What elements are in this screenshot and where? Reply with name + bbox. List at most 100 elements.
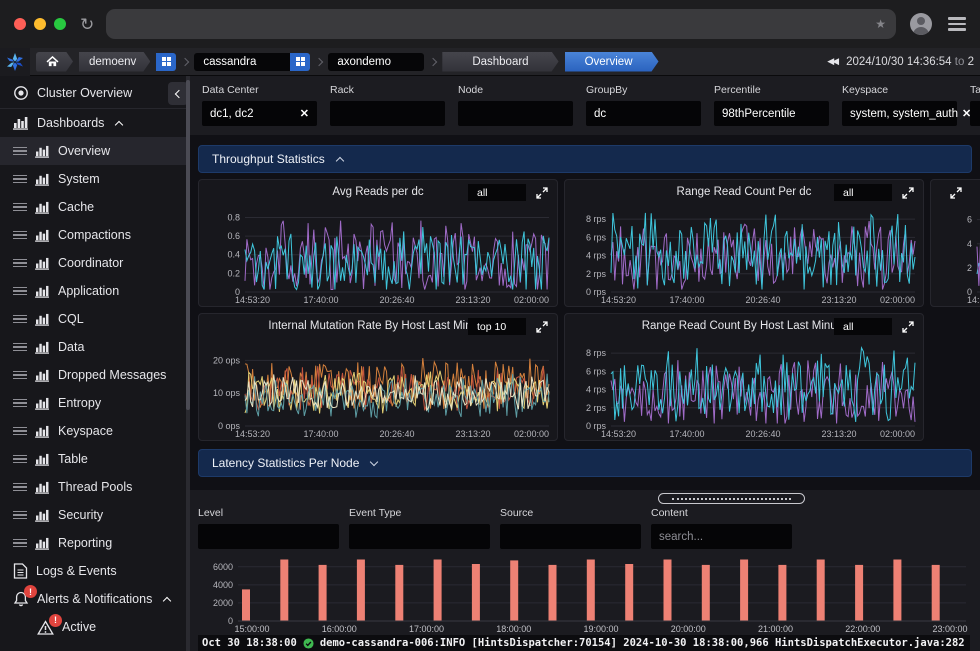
drag-handle-icon[interactable] [13,314,27,324]
sidebar-item-label: Reporting [58,536,113,550]
sidebar-item-application[interactable]: Application [0,277,190,305]
drag-handle-icon[interactable] [13,286,27,296]
sidebar-item-reporting[interactable]: Reporting [0,529,190,557]
series-filter-dropdown[interactable]: all [468,184,526,201]
sidebar-item-label: Coordinator [58,256,124,270]
browser-menu-icon[interactable] [948,17,966,31]
section-throughput[interactable]: Throughput Statistics [198,145,972,173]
chevron-up-icon [335,156,344,165]
close-window-button[interactable] [14,18,26,30]
sidebar-item-keyspace[interactable]: Keyspace [0,417,190,445]
throughput-section-title: Throughput Statistics [212,152,325,166]
sidebar-item-system[interactable]: System [0,165,190,193]
filter-input[interactable] [970,101,980,126]
drag-handle-icon[interactable] [13,202,27,212]
drag-handle-icon[interactable] [13,454,27,464]
sidebar-item-cache[interactable]: Cache [0,193,190,221]
cluster-type-grid-button[interactable] [290,52,311,71]
expand-icon[interactable] [950,186,962,199]
profile-avatar[interactable] [910,13,932,35]
dashboards-label: Dashboards [37,116,105,130]
drag-handle-icon[interactable] [13,258,27,268]
sidebar-item-security[interactable]: Security [0,501,190,529]
svg-text:6 rps: 6 rps [586,232,607,242]
drag-handle-icon[interactable] [13,510,27,520]
event-type-input[interactable] [349,524,490,549]
svg-text:20:00:00: 20:00:00 [671,624,706,634]
sidebar-item-label: Compactions [58,228,131,242]
drag-handle-icon[interactable] [13,174,27,184]
section-latency[interactable]: Latency Statistics Per Node [198,449,972,477]
bar-chart-icon [35,509,49,522]
sidebar-item-thread-pools[interactable]: Thread Pools [0,473,190,501]
sidebar-item-dashboards[interactable]: Dashboards [0,109,190,137]
sidebar-item-overview[interactable]: Overview [0,137,190,165]
filter-input[interactable]: dc [586,101,701,126]
expand-icon[interactable] [902,186,914,199]
drag-handle-icon[interactable] [13,342,27,352]
svg-text:6000: 6000 [213,562,233,572]
series-filter-dropdown[interactable]: top 10 [468,318,526,335]
sidebar-collapse-button[interactable] [168,82,188,105]
drag-handle-icon[interactable] [13,482,27,492]
sidebar-scrollbar[interactable] [186,76,190,651]
sidebar-item-coordinator[interactable]: Coordinator [0,249,190,277]
sidebar-item-data[interactable]: Data [0,333,190,361]
drag-handle-icon[interactable] [13,146,27,156]
series-filter-dropdown[interactable]: all [834,184,892,201]
svg-text:0: 0 [967,287,972,297]
content-search-input[interactable] [651,524,792,549]
drag-handle-icon[interactable] [13,538,27,548]
sidebar-item-logs-events[interactable]: Logs & Events [0,557,190,585]
reload-icon[interactable]: ↻ [80,14,95,34]
sidebar-item-compactions[interactable]: Compactions [0,221,190,249]
sidebar-item-entropy[interactable]: Entropy [0,389,190,417]
sidebar-item-active-alerts[interactable]: ! Active [0,613,190,641]
clear-icon[interactable]: ✕ [299,108,309,120]
expand-icon[interactable] [536,186,548,199]
expand-icon[interactable] [536,320,548,333]
minimize-window-button[interactable] [34,18,46,30]
sidebar-item-table[interactable]: Table [0,445,190,473]
panel-header: Internal Mutation Rate By Host Last Minu… [199,314,557,339]
drag-handle-icon[interactable] [13,370,27,380]
drag-handle-icon[interactable] [13,230,27,240]
axonops-logo[interactable] [0,47,30,76]
sidebar-item-alerts[interactable]: ! Alerts & Notifications [0,585,190,613]
svg-text:2000: 2000 [213,598,233,608]
level-input[interactable] [198,524,339,549]
breadcrumb-home[interactable] [36,52,73,72]
sidebar-item-dropped-messages[interactable]: Dropped Messages [0,361,190,389]
rewind-icon[interactable]: ◀◀ [827,56,839,66]
drag-handle-icon[interactable] [13,398,27,408]
breadcrumb-org[interactable]: demoenv [79,52,150,72]
panel-header: Range Read Count Per dc all [565,180,923,205]
breadcrumb-dashboard[interactable]: Dashboard [442,52,558,72]
clear-icon[interactable]: ✕ [962,108,972,120]
address-bar[interactable]: ★ [106,9,896,39]
filter-input[interactable] [330,101,445,126]
zoom-window-button[interactable] [54,18,66,30]
sidebar-item-cluster-overview[interactable]: Cluster Overview [0,78,190,109]
svg-text:20:26:40: 20:26:40 [379,429,414,439]
cluster-type-select[interactable]: cassandra [194,52,311,71]
filter-input[interactable]: system, system_auth ✕ [842,101,971,126]
svg-text:0.2: 0.2 [227,268,240,278]
filter-input[interactable] [458,101,573,126]
cluster-select[interactable]: axondemo [328,52,425,71]
source-input[interactable] [500,524,641,549]
horizontal-scrollbar[interactable] [658,493,805,504]
filter-input[interactable]: 98thPercentile [714,101,829,126]
series-filter-dropdown[interactable]: all [834,318,892,335]
svg-text:17:40:00: 17:40:00 [303,295,338,305]
sidebar-item-label: Dropped Messages [58,368,167,382]
expand-icon[interactable] [902,320,914,333]
drag-handle-icon[interactable] [13,426,27,436]
org-grid-button[interactable] [156,52,177,71]
bookmark-star-icon[interactable]: ★ [875,17,886,31]
time-range-picker[interactable]: ◀◀ 2024/10/30 14:36:54 to 2 [827,56,974,68]
sidebar-item-cql[interactable]: CQL [0,305,190,333]
filter-input[interactable]: dc1, dc2 ✕ [202,101,317,126]
filter-label: Rack [330,84,354,96]
breadcrumb-overview[interactable]: Overview [565,52,659,72]
